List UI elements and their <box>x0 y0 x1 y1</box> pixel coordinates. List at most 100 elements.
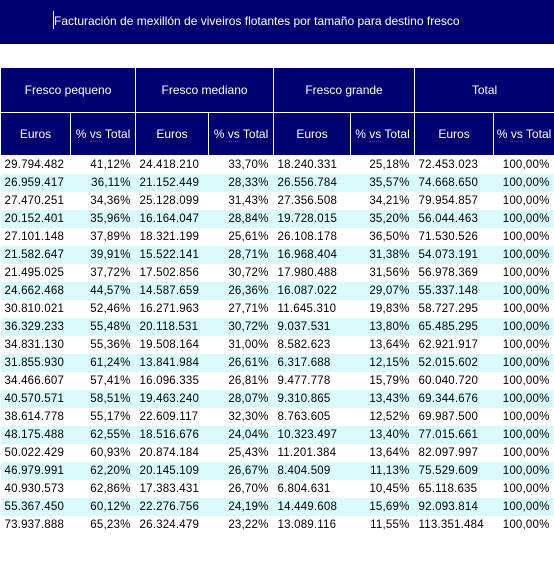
cell-large-euros[interactable]: 27.356.508 <box>273 192 351 210</box>
cell-medium-pct[interactable]: 28,07% <box>208 390 274 408</box>
cell-total-pct[interactable]: 100,00% <box>493 174 554 192</box>
cell-medium-euros[interactable]: 24.418.210 <box>135 155 209 174</box>
cell-large-pct[interactable]: 34,21% <box>350 192 415 210</box>
cell-small-pct[interactable]: 62,20% <box>70 462 136 480</box>
cell-medium-euros[interactable]: 18.321.199 <box>135 228 209 246</box>
cell-medium-euros[interactable]: 20.118.531 <box>135 318 209 336</box>
cell-small-pct[interactable]: 44,57% <box>70 282 136 300</box>
cell-large-pct[interactable]: 13,40% <box>350 426 415 444</box>
cell-large-euros[interactable]: 8.763.605 <box>273 408 351 426</box>
cell-large-pct[interactable]: 12,15% <box>350 354 415 372</box>
cell-total-pct[interactable]: 100,00% <box>493 498 554 516</box>
cell-small-pct[interactable]: 58,51% <box>70 390 136 408</box>
cell-small-pct[interactable]: 52,46% <box>70 300 136 318</box>
cell-large-pct[interactable]: 36,50% <box>350 228 415 246</box>
cell-large-euros[interactable]: 17.980.488 <box>273 264 351 282</box>
cell-small-pct[interactable]: 41,12% <box>70 155 136 174</box>
cell-medium-pct[interactable]: 32,30% <box>208 408 274 426</box>
cell-small-pct[interactable]: 55,17% <box>70 408 136 426</box>
cell-large-pct[interactable]: 11,13% <box>350 462 415 480</box>
cell-total-euros[interactable]: 58.727.295 <box>414 300 494 318</box>
col-header-euros[interactable]: Euros <box>135 112 210 156</box>
cell-small-pct[interactable]: 61,24% <box>70 354 136 372</box>
cell-total-euros[interactable]: 54.073.191 <box>414 246 494 264</box>
cell-medium-pct[interactable]: 24,19% <box>208 498 274 516</box>
cell-medium-pct[interactable]: 26,36% <box>208 282 274 300</box>
cell-small-euros[interactable]: 34.466.607 <box>0 372 71 390</box>
cell-large-euros[interactable]: 19.728.015 <box>273 210 351 228</box>
cell-medium-pct[interactable]: 27,71% <box>208 300 274 318</box>
cell-small-euros[interactable]: 50.022.429 <box>0 444 71 462</box>
cell-medium-euros[interactable]: 16.271.963 <box>135 300 209 318</box>
cell-small-pct[interactable]: 65,23% <box>70 516 136 534</box>
cell-total-pct[interactable]: 100,00% <box>493 246 554 264</box>
cell-medium-euros[interactable]: 15.522.141 <box>135 246 209 264</box>
cell-small-euros[interactable]: 36.329.233 <box>0 318 71 336</box>
cell-total-pct[interactable]: 100,00% <box>493 462 554 480</box>
cell-medium-euros[interactable]: 22.276.756 <box>135 498 209 516</box>
cell-small-pct[interactable]: 39,91% <box>70 246 136 264</box>
col-header-pct[interactable]: % vs Total <box>493 112 554 156</box>
cell-total-pct[interactable]: 100,00% <box>493 282 554 300</box>
cell-small-pct[interactable]: 60,93% <box>70 444 136 462</box>
cell-small-euros[interactable]: 34.831.130 <box>0 336 71 354</box>
col-header-pct[interactable]: % vs Total <box>69 112 137 156</box>
cell-large-pct[interactable]: 15,69% <box>350 498 415 516</box>
group-header-large[interactable]: Fresco grande <box>273 67 416 113</box>
cell-small-euros[interactable]: 73.937.888 <box>0 516 71 534</box>
cell-total-euros[interactable]: 75.529.609 <box>414 462 494 480</box>
cell-total-pct[interactable]: 100,00% <box>493 210 554 228</box>
group-header-medium[interactable]: Fresco mediano <box>135 67 275 113</box>
cell-total-pct[interactable]: 100,00% <box>493 480 554 498</box>
cell-medium-pct[interactable]: 30,72% <box>208 318 274 336</box>
cell-medium-euros[interactable]: 17.383.431 <box>135 480 209 498</box>
cell-medium-euros[interactable]: 16.164.047 <box>135 210 209 228</box>
cell-total-pct[interactable]: 100,00% <box>493 155 554 174</box>
cell-total-euros[interactable]: 65.485.295 <box>414 318 494 336</box>
cell-small-euros[interactable]: 29.794.482 <box>0 155 71 174</box>
cell-total-euros[interactable]: 56.978.369 <box>414 264 494 282</box>
col-header-pct[interactable]: % vs Total <box>350 112 416 156</box>
cell-medium-pct[interactable]: 28,33% <box>208 174 274 192</box>
cell-small-euros[interactable]: 46.979.991 <box>0 462 71 480</box>
cell-total-euros[interactable]: 52.015.602 <box>414 354 494 372</box>
cell-large-euros[interactable]: 9.310.865 <box>273 390 351 408</box>
cell-medium-pct[interactable]: 26,67% <box>208 462 274 480</box>
cell-total-euros[interactable]: 69.344.676 <box>414 390 494 408</box>
cell-small-euros[interactable]: 40.570.571 <box>0 390 71 408</box>
cell-total-pct[interactable]: 100,00% <box>493 390 554 408</box>
cell-large-pct[interactable]: 31,56% <box>350 264 415 282</box>
cell-medium-pct[interactable]: 30,72% <box>208 264 274 282</box>
cell-large-euros[interactable]: 6.804.631 <box>273 480 351 498</box>
cell-medium-pct[interactable]: 26,61% <box>208 354 274 372</box>
cell-medium-pct[interactable]: 23,22% <box>208 516 274 534</box>
cell-small-pct[interactable]: 62,55% <box>70 426 136 444</box>
cell-small-euros[interactable]: 40.930.573 <box>0 480 71 498</box>
col-header-euros[interactable]: Euros <box>273 112 352 156</box>
cell-large-euros[interactable]: 8.582.623 <box>273 336 351 354</box>
cell-medium-pct[interactable]: 33,70% <box>208 155 274 174</box>
cell-large-pct[interactable]: 29,07% <box>350 282 415 300</box>
cell-large-euros[interactable]: 10.323.497 <box>273 426 351 444</box>
cell-large-euros[interactable]: 9.477.778 <box>273 372 351 390</box>
cell-medium-euros[interactable]: 22.609.117 <box>135 408 209 426</box>
cell-small-pct[interactable]: 62,86% <box>70 480 136 498</box>
cell-total-euros[interactable]: 69.987.500 <box>414 408 494 426</box>
cell-large-euros[interactable]: 9.037.531 <box>273 318 351 336</box>
cell-large-euros[interactable]: 26.108.178 <box>273 228 351 246</box>
cell-small-euros[interactable]: 27.101.148 <box>0 228 71 246</box>
cell-total-pct[interactable]: 100,00% <box>493 444 554 462</box>
cell-medium-pct[interactable]: 25,61% <box>208 228 274 246</box>
cell-large-pct[interactable]: 13,43% <box>350 390 415 408</box>
cell-total-euros[interactable]: 113.351.484 <box>414 516 494 534</box>
cell-large-pct[interactable]: 31,38% <box>350 246 415 264</box>
cell-small-euros[interactable]: 26.959.417 <box>0 174 71 192</box>
group-header-small[interactable]: Fresco pequeno <box>0 67 137 113</box>
cell-medium-pct[interactable]: 31,00% <box>208 336 274 354</box>
cell-total-euros[interactable]: 65.118.635 <box>414 480 494 498</box>
cell-total-euros[interactable]: 92.093.814 <box>414 498 494 516</box>
cell-medium-pct[interactable]: 25,43% <box>208 444 274 462</box>
cell-large-euros[interactable]: 16.968.404 <box>273 246 351 264</box>
cell-large-euros[interactable]: 6.317.688 <box>273 354 351 372</box>
cell-large-pct[interactable]: 13,80% <box>350 318 415 336</box>
